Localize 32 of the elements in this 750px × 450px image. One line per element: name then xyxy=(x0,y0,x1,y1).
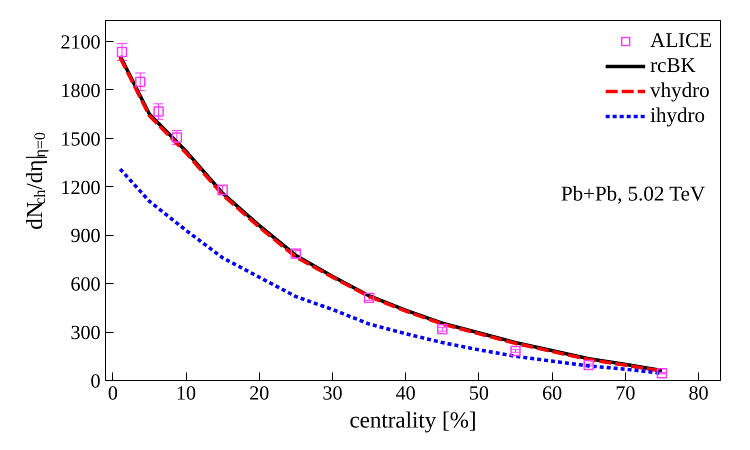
x-tick-label: 30 xyxy=(322,382,342,404)
annotation: Pb+Pb, 5.02 TeV xyxy=(560,182,706,206)
y-tick-label: 600 xyxy=(70,274,100,296)
x-tick-label: 70 xyxy=(615,382,636,404)
x-tick-label: 10 xyxy=(176,382,196,404)
legend-label: ihydro xyxy=(650,103,705,128)
point xyxy=(172,132,182,143)
point xyxy=(583,360,594,370)
point xyxy=(116,46,128,58)
point xyxy=(510,346,521,356)
point xyxy=(153,106,164,117)
y-tick-label: 900 xyxy=(70,225,100,248)
y-tick-label: 300 xyxy=(70,322,100,344)
x-tick-label: 80 xyxy=(688,382,709,404)
point xyxy=(364,292,374,304)
x-tick-label: 50 xyxy=(468,382,489,404)
y-tick-label: 1800 xyxy=(60,80,100,102)
y-axis-title: dNch/dη|η=0 xyxy=(22,132,49,230)
x-tick-label: 20 xyxy=(249,382,270,404)
x-tick-label: 60 xyxy=(542,382,562,404)
legend-label: rcBK xyxy=(650,53,696,78)
y-tick-label: 1500 xyxy=(60,128,100,150)
point xyxy=(656,368,668,378)
legend-label: vhydro xyxy=(650,78,710,103)
point xyxy=(135,76,146,88)
x-axis-title: centrality [%] xyxy=(349,408,477,432)
y-tick-label: 2100 xyxy=(60,31,100,54)
x-tick-label: 0 xyxy=(108,382,118,404)
legend-label: ALICE xyxy=(650,28,712,53)
x-tick-label: 40 xyxy=(396,382,416,404)
point xyxy=(437,324,448,334)
y-tick-label: 1200 xyxy=(60,176,100,199)
